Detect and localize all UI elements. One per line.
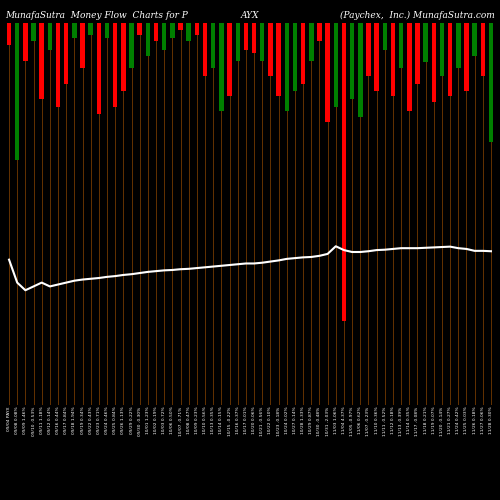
Bar bbox=[301, 22, 306, 84]
Bar bbox=[464, 22, 468, 92]
Bar bbox=[440, 22, 444, 76]
Bar bbox=[350, 22, 354, 99]
Text: (Paychex,  Inc.) MunafaSutra.com: (Paychex, Inc.) MunafaSutra.com bbox=[340, 11, 495, 20]
Bar bbox=[130, 22, 134, 68]
Bar bbox=[162, 22, 166, 50]
Bar bbox=[284, 22, 289, 111]
Bar bbox=[186, 22, 191, 41]
Bar bbox=[105, 22, 110, 38]
Bar bbox=[194, 22, 199, 34]
Text: MunafaSutra  Money Flow  Charts for P: MunafaSutra Money Flow Charts for P bbox=[5, 11, 188, 20]
Bar bbox=[154, 22, 158, 41]
Bar bbox=[399, 22, 404, 68]
Bar bbox=[7, 22, 12, 46]
Bar bbox=[121, 22, 126, 92]
Bar bbox=[326, 22, 330, 122]
Bar bbox=[170, 22, 174, 38]
Bar bbox=[334, 22, 338, 106]
Bar bbox=[374, 22, 379, 92]
Bar bbox=[268, 22, 272, 76]
Bar bbox=[432, 22, 436, 102]
Bar bbox=[236, 22, 240, 60]
Bar bbox=[382, 22, 387, 50]
Bar bbox=[15, 22, 20, 160]
Bar bbox=[276, 22, 281, 96]
Bar bbox=[472, 22, 477, 56]
Bar bbox=[252, 22, 256, 53]
Bar bbox=[56, 22, 60, 106]
Bar bbox=[390, 22, 395, 96]
Bar bbox=[64, 22, 68, 84]
Bar bbox=[72, 22, 76, 38]
Bar bbox=[366, 22, 370, 76]
Bar bbox=[88, 22, 93, 34]
Bar bbox=[228, 22, 232, 96]
Bar bbox=[358, 22, 362, 118]
Bar bbox=[48, 22, 52, 50]
Bar bbox=[219, 22, 224, 111]
Bar bbox=[488, 22, 493, 142]
Bar bbox=[40, 22, 44, 99]
Bar bbox=[80, 22, 85, 68]
Bar bbox=[309, 22, 314, 60]
Bar bbox=[317, 22, 322, 41]
Bar bbox=[96, 22, 101, 114]
Bar bbox=[113, 22, 117, 106]
Bar bbox=[480, 22, 485, 76]
Text: AYX: AYX bbox=[241, 11, 259, 20]
Bar bbox=[244, 22, 248, 50]
Bar bbox=[32, 22, 36, 41]
Bar bbox=[448, 22, 452, 96]
Bar bbox=[260, 22, 264, 60]
Bar bbox=[407, 22, 412, 111]
Bar bbox=[146, 22, 150, 56]
Bar bbox=[178, 22, 183, 30]
Bar bbox=[211, 22, 216, 68]
Bar bbox=[23, 22, 28, 60]
Bar bbox=[138, 22, 142, 34]
Bar bbox=[342, 22, 346, 321]
Bar bbox=[415, 22, 420, 84]
Bar bbox=[203, 22, 207, 76]
Bar bbox=[292, 22, 297, 92]
Bar bbox=[424, 22, 428, 62]
Bar bbox=[456, 22, 460, 68]
